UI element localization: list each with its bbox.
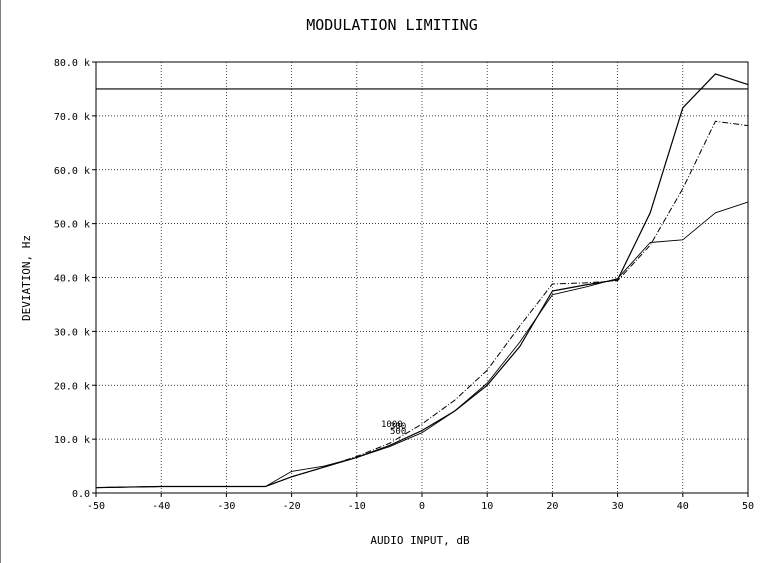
x-tick-label: -10 [348,501,366,512]
series-layer [95,73,749,489]
y-tick-label: 0.0 [72,489,90,500]
y-tick-label: 50.0 k [54,220,90,231]
y-axis-label: DEVIATION, Hz [20,235,33,321]
annotations: 1000 300 500 [381,420,406,437]
x-tick-label: 20 [546,501,558,512]
x-tick-label: -50 [87,501,105,512]
series-line-3 [95,201,749,489]
y-tick-label: 30.0 k [54,327,90,338]
x-tick-label: 0 [419,501,425,512]
x-tick-label: 40 [677,501,689,512]
y-tick-label: 20.0 k [54,381,90,392]
chart-title: MODULATION LIMITING [306,16,478,34]
x-tick-label: 10 [481,501,493,512]
x-tick-label: -30 [217,501,235,512]
y-tick-label: 70.0 k [54,112,90,123]
y-tick-labels: 0.0 10.0 k 20.0 k 30.0 k 40.0 k 50.0 k 60.0 k 7… [54,58,96,500]
annotation-300: 300 [390,422,406,432]
annotation-1000: 1000 [381,420,403,430]
x-tick-label: 50 [742,501,754,512]
y-tick-label: 10.0 k [54,435,90,446]
annotation-500: 500 [390,427,406,437]
y-tick-label: 60.0 k [54,166,90,177]
grid [96,62,748,493]
x-tick-label: -40 [152,501,170,512]
x-tick-label: 30 [612,501,624,512]
x-tick-label: -20 [283,501,301,512]
x-axis-label: AUDIO INPUT, dB [370,534,470,547]
y-tick-label: 40.0 k [54,274,90,285]
y-tick-label: 80.0 k [54,58,90,69]
x-tick-labels: -50 -40 -30 -20 -10 0 10 20 30 40 50 [87,493,754,512]
